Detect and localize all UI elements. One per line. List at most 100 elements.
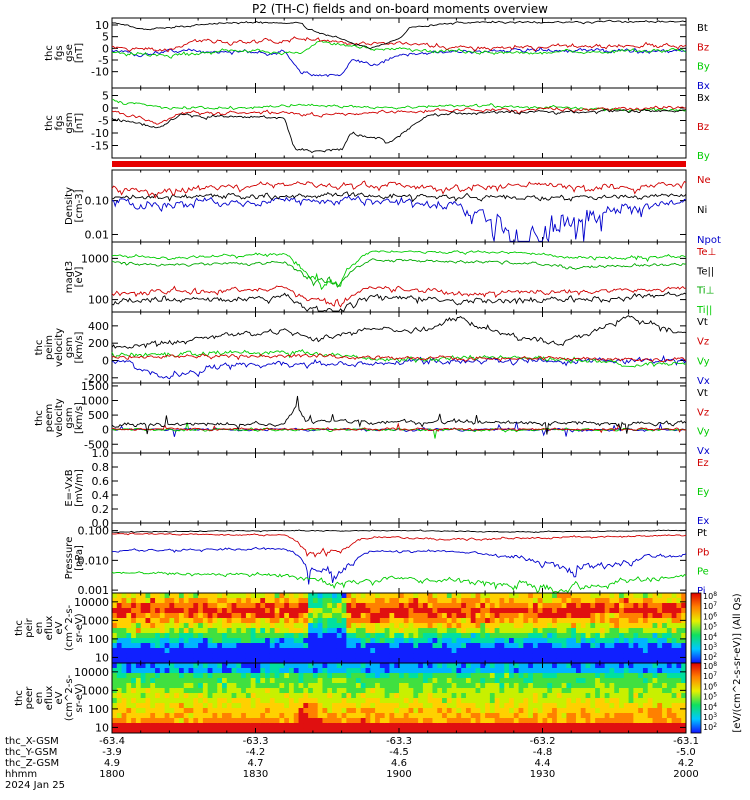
heatmap-cell — [518, 688, 524, 694]
heatmap-cell — [556, 658, 563, 664]
heatmap-cell — [590, 698, 596, 704]
heatmap-cell — [341, 648, 347, 654]
heatmap-cell — [470, 618, 476, 624]
heatmap-cell — [346, 648, 352, 654]
heatmap-cell — [518, 638, 524, 644]
heatmap-cell — [222, 688, 228, 694]
heatmap-cell — [662, 613, 668, 619]
heatmap-cell — [164, 683, 170, 689]
heatmap-cell — [284, 593, 290, 599]
heatmap-cell — [461, 663, 467, 669]
heatmap-cell — [284, 683, 290, 689]
heatmap-cell — [279, 593, 285, 599]
heatmap-cell — [532, 703, 539, 709]
heatmap-cell — [451, 703, 457, 709]
heatmap-cell — [580, 593, 586, 599]
heatmap-cell — [236, 663, 242, 669]
y-axis-label-line: [cm-3] — [74, 189, 85, 222]
heatmap-cell — [217, 638, 223, 644]
y-axis-label-line: (cm^2-s- — [64, 604, 75, 651]
heatmap-cell — [164, 703, 170, 709]
heatmap-cell — [164, 618, 170, 624]
heatmap-cell — [265, 703, 271, 709]
heatmap-cell — [523, 643, 529, 649]
heatmap-cell — [509, 618, 515, 624]
heatmap-cell — [255, 713, 261, 719]
heatmap-cell — [365, 708, 371, 714]
heatmap-cell — [427, 658, 433, 664]
heatmap-cell — [528, 623, 534, 629]
heatmap-cell — [585, 688, 591, 694]
heatmap-cell — [360, 653, 366, 659]
heatmap-cell — [379, 653, 386, 659]
heatmap-cell — [336, 628, 342, 634]
heatmap-cell — [322, 723, 328, 729]
heatmap-cell — [355, 668, 362, 674]
heatmap-cell — [413, 718, 419, 724]
heatmap-cell — [599, 723, 606, 729]
heatmap-cell — [332, 683, 338, 689]
heatmap-cell — [489, 643, 496, 649]
heatmap-cell — [465, 613, 472, 619]
heatmap-cell — [465, 603, 472, 609]
heatmap-cell — [422, 703, 429, 709]
heatmap-cell — [528, 728, 534, 734]
legend-entry: Bt — [697, 23, 708, 34]
heatmap-cell — [164, 718, 170, 724]
heatmap-cell — [676, 723, 682, 729]
heatmap-cell — [140, 663, 146, 669]
heatmap-cell — [169, 653, 175, 659]
heatmap-cell — [542, 698, 548, 704]
heatmap-cell — [188, 703, 194, 709]
heatmap-cell — [226, 698, 232, 704]
heatmap-cell — [485, 713, 491, 719]
heatmap-cell — [456, 623, 462, 629]
heatmap-cell — [676, 593, 682, 599]
heatmap-cell — [231, 658, 237, 664]
heatmap-cell — [222, 728, 228, 734]
heatmap-cell — [566, 698, 572, 704]
heatmap-cell — [365, 613, 371, 619]
heatmap-cell — [274, 698, 280, 704]
heatmap-cell — [308, 633, 314, 639]
heatmap-cell — [413, 698, 419, 704]
heatmap-cell — [207, 703, 213, 709]
heatmap-cell — [418, 713, 424, 719]
heatmap-cell — [178, 678, 185, 684]
heatmap-cell — [485, 603, 491, 609]
heatmap-cell — [284, 633, 290, 639]
heatmap-cell — [442, 653, 448, 659]
heatmap-cell — [112, 703, 118, 709]
heatmap-cell — [379, 628, 386, 634]
heatmap-cell — [174, 718, 180, 724]
heatmap-cell — [638, 663, 644, 669]
y-axis-label-line: Pressure — [64, 537, 75, 580]
heatmap-cell — [585, 608, 591, 614]
heatmap-cell — [322, 623, 328, 629]
heatmap-cell — [236, 698, 242, 704]
heatmap-cell — [470, 638, 476, 644]
heatmap-cell — [642, 623, 649, 629]
heatmap-cell — [413, 708, 419, 714]
heatmap-cell — [126, 723, 132, 729]
heatmap-cell — [250, 648, 256, 654]
heatmap-cell — [140, 623, 146, 629]
heatmap-cell — [499, 648, 505, 654]
heatmap-cell — [427, 663, 433, 669]
heatmap-cell — [164, 673, 170, 679]
heatmap-cell — [164, 633, 170, 639]
heatmap-cell — [250, 653, 256, 659]
heatmap-cell — [112, 698, 118, 704]
heatmap-cell — [499, 688, 505, 694]
heatmap-cell — [308, 628, 314, 634]
heatmap-cell — [552, 628, 558, 634]
heatmap-cell — [155, 683, 161, 689]
heatmap-cell — [231, 678, 237, 684]
heatmap-cell — [341, 633, 347, 639]
heatmap-cell — [341, 673, 347, 679]
heatmap-cell — [212, 628, 218, 634]
heatmap-cell — [485, 653, 491, 659]
heatmap-cell — [341, 613, 347, 619]
heatmap-cell — [250, 668, 256, 674]
